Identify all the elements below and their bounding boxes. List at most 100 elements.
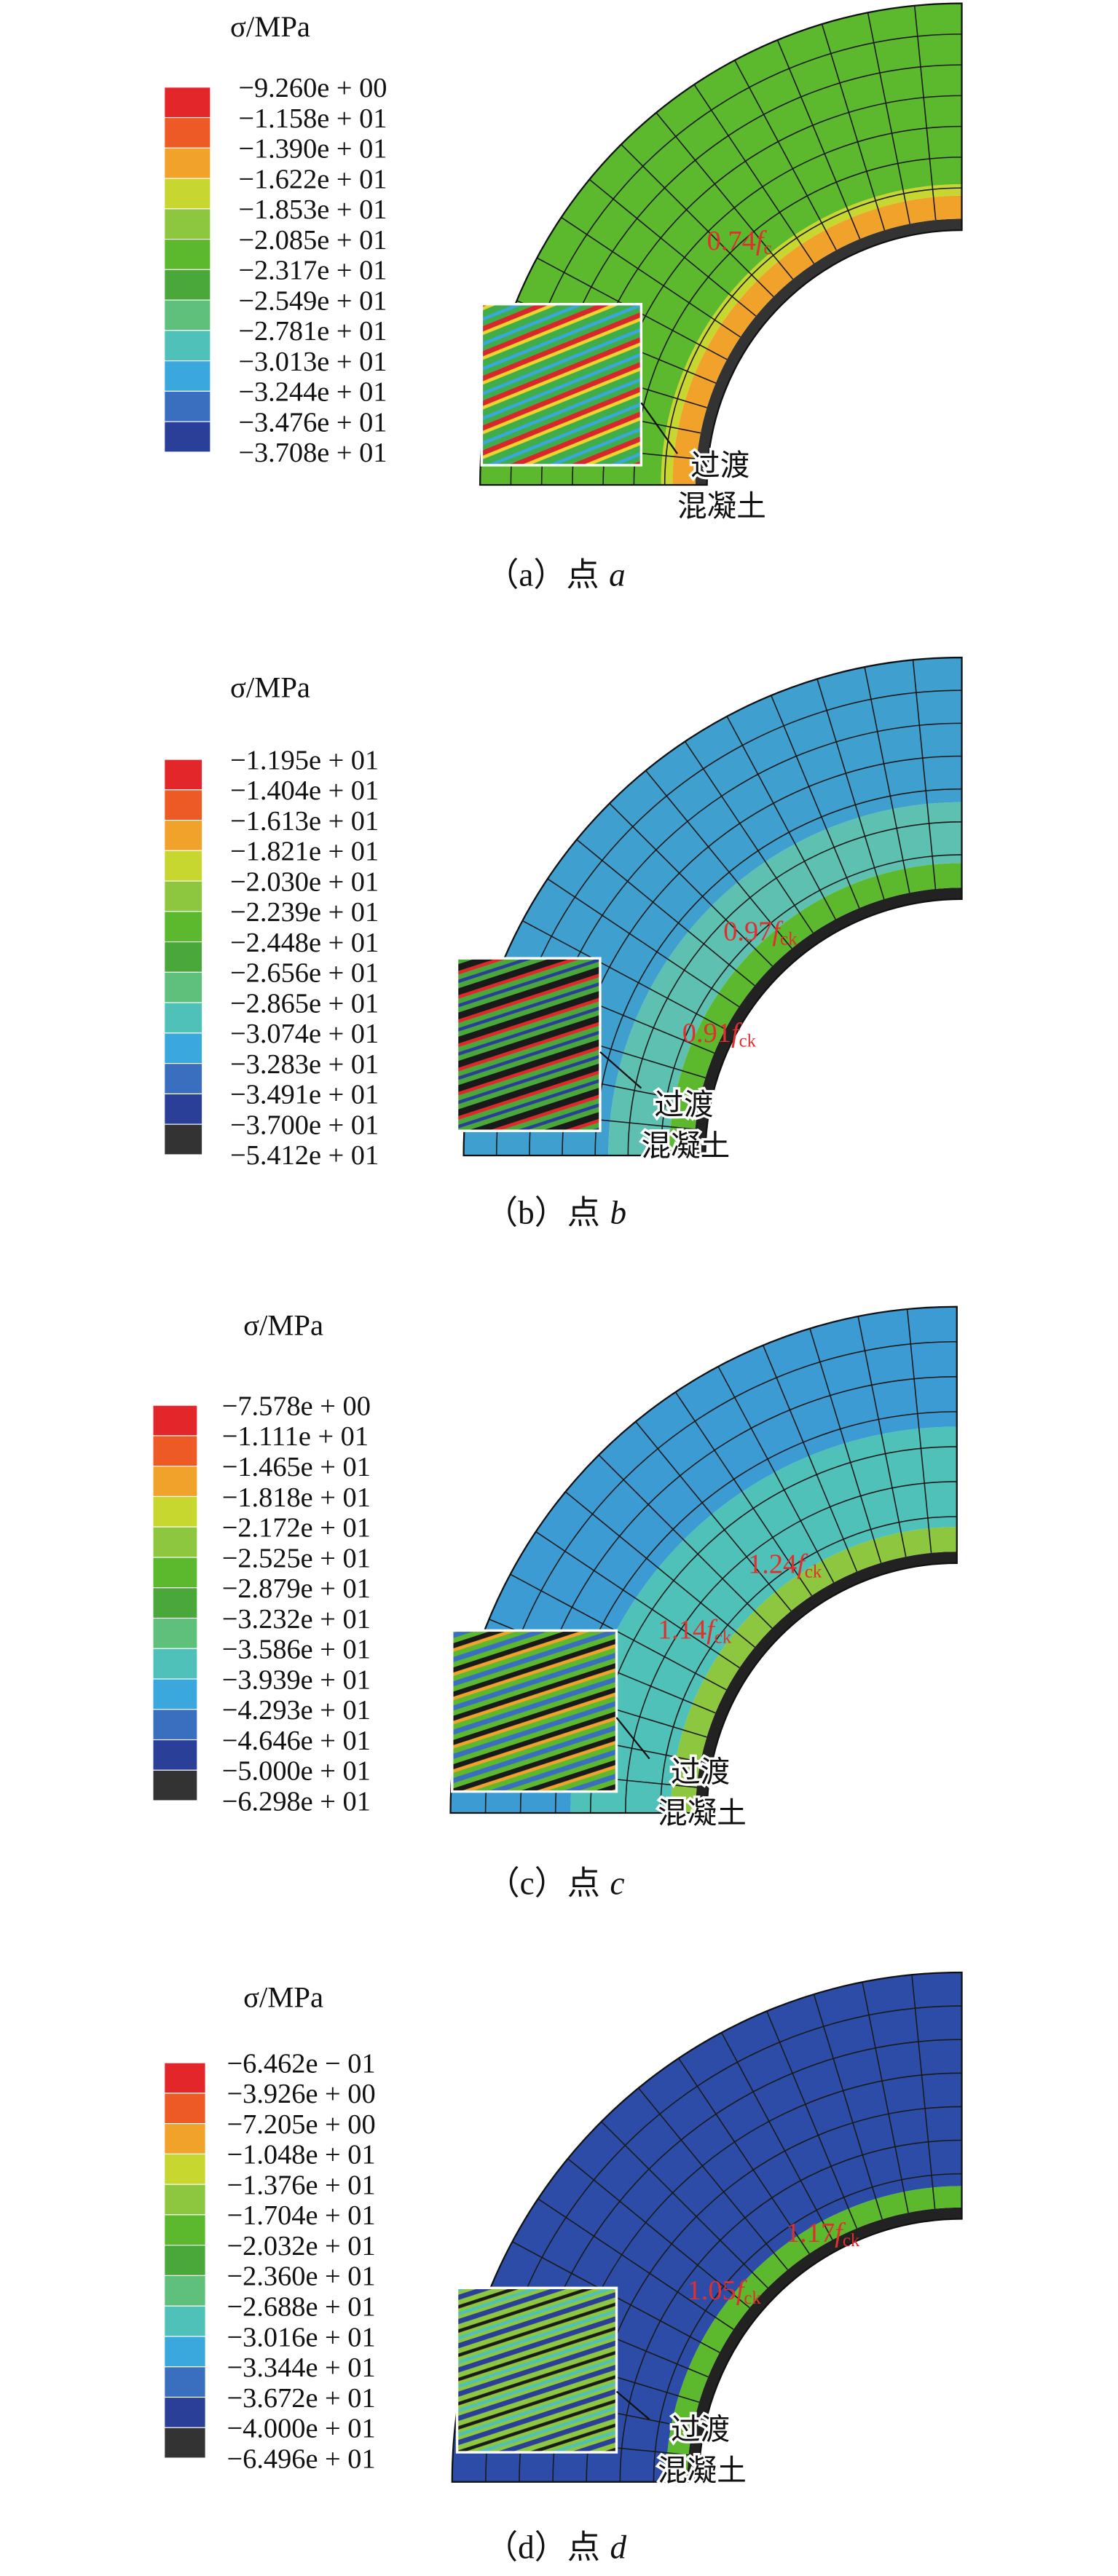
mesh-line xyxy=(535,1531,740,1669)
leader-line xyxy=(615,2390,650,2420)
legend-label: −3.672e + 01 xyxy=(227,2383,376,2414)
mesh-line xyxy=(776,39,861,240)
legend-swatch xyxy=(152,1496,198,1528)
legend-label: −1.613e + 01 xyxy=(230,806,379,837)
mesh-line xyxy=(816,679,885,900)
mesh-line xyxy=(913,5,937,221)
legend-label: −3.013e + 01 xyxy=(238,347,387,377)
legend-swatch xyxy=(164,147,211,179)
mesh-line xyxy=(564,1491,755,1648)
legend-swatch xyxy=(152,1617,198,1649)
legend-label: −4.646e + 01 xyxy=(222,1726,371,1756)
legend-swatch xyxy=(152,1526,198,1558)
caption: （a）点 a xyxy=(486,557,626,593)
legend-label: −2.030e + 01 xyxy=(230,866,379,897)
mesh-line xyxy=(678,2058,810,2254)
caption-label: （d）点 xyxy=(485,2529,600,2566)
ring-outline xyxy=(451,1971,963,2483)
annotation: 0.97fck xyxy=(723,916,798,949)
legend-label: −2.656e + 01 xyxy=(230,958,379,989)
inset-label: 混凝土 xyxy=(658,1797,747,1830)
legend-swatch xyxy=(164,759,203,791)
legend-swatch xyxy=(164,911,203,943)
legend-label: −5.000e + 01 xyxy=(222,1756,371,1787)
annotation-value: 0.97 xyxy=(723,916,772,947)
legend-swatch xyxy=(152,1404,198,1437)
legend-label: −6.298e + 01 xyxy=(222,1786,371,1817)
legend-swatch xyxy=(164,2214,206,2246)
legend-label: −3.344e + 01 xyxy=(227,2352,376,2383)
ring-outline xyxy=(449,1305,958,1814)
caption: （d）点 d xyxy=(485,2529,626,2566)
legend-swatch xyxy=(152,1587,198,1619)
legend-swatch xyxy=(152,1557,198,1589)
legend-title: σ/MPa xyxy=(230,671,310,704)
mesh-line xyxy=(720,2032,833,2240)
leader-line xyxy=(640,402,678,454)
inset-image xyxy=(455,957,602,1132)
mesh-line xyxy=(862,1982,909,2213)
mesh-line xyxy=(656,112,794,280)
legend-label: −7.578e + 00 xyxy=(222,1391,371,1421)
mesh-line xyxy=(538,2198,734,2330)
caption: （b）点 b xyxy=(485,1195,626,1231)
legend-swatch xyxy=(164,1093,203,1125)
annotation-value: 1.14 xyxy=(658,1614,706,1645)
legend-swatch xyxy=(164,1063,203,1094)
mesh-line xyxy=(547,878,740,1008)
caption-label: （a）点 xyxy=(486,557,599,593)
legend-swatch xyxy=(164,87,211,119)
legend-label: −6.462e − 01 xyxy=(227,2048,376,2079)
legend-swatch xyxy=(152,1769,198,1801)
annotation-value: 1.24 xyxy=(748,1549,797,1579)
legend-label: −4.293e + 01 xyxy=(222,1695,371,1726)
legend-swatch xyxy=(164,2366,206,2398)
mesh-line xyxy=(734,60,837,250)
legend-label: −2.879e + 01 xyxy=(222,1573,371,1604)
mesh-line xyxy=(813,1994,883,2220)
legend-swatch xyxy=(152,1739,198,1771)
legend-label: −7.205e + 00 xyxy=(227,2109,376,2140)
legend-label: −4.000e + 01 xyxy=(227,2414,376,2444)
legend-label: −5.412e + 01 xyxy=(230,1140,379,1171)
legend-label: −3.586e + 01 xyxy=(222,1635,371,1665)
legend-label: −2.032e + 01 xyxy=(227,2231,376,2261)
legend-label: −3.708e + 01 xyxy=(238,438,387,468)
leader-line xyxy=(599,1051,642,1089)
legend-label: −3.244e + 01 xyxy=(238,377,387,408)
mesh-line xyxy=(911,1975,936,2209)
mesh-line xyxy=(645,770,792,949)
contour-band xyxy=(671,1527,957,1813)
legend-swatch xyxy=(164,2062,206,2094)
mesh-line xyxy=(561,216,741,338)
inset-label: 混凝土 xyxy=(658,2454,747,2487)
legend-swatch xyxy=(164,116,211,149)
inset-label: 过渡 xyxy=(654,1089,713,1121)
legend-label: −1.404e + 01 xyxy=(230,775,379,806)
contour-band xyxy=(669,863,962,1156)
legend-swatch xyxy=(164,850,203,882)
mesh-line xyxy=(635,1421,792,1612)
legend-swatch xyxy=(164,390,211,422)
legend-label: −9.260e + 00 xyxy=(238,73,387,103)
legend-swatch xyxy=(152,1466,198,1498)
inset-label: 过渡 xyxy=(671,1755,730,1788)
legend-label: −2.448e + 01 xyxy=(230,928,379,958)
mesh-line xyxy=(912,660,937,889)
legend-label: −1.704e + 01 xyxy=(227,2200,376,2231)
annotation-subscript: ck xyxy=(744,2288,761,2308)
legend-swatch xyxy=(164,269,211,301)
annotation-subscript: ck xyxy=(739,1031,757,1051)
legend-swatch xyxy=(152,1648,198,1680)
legend-label: −1.465e + 01 xyxy=(222,1452,371,1482)
legend-swatch xyxy=(164,2396,206,2428)
legend-label: −2.360e + 01 xyxy=(227,2261,376,2292)
inset-image xyxy=(451,1629,618,1793)
legend-label: −3.476e + 01 xyxy=(238,407,387,438)
legend-swatch xyxy=(164,330,211,362)
annotation: 1.24fck xyxy=(748,1549,822,1581)
